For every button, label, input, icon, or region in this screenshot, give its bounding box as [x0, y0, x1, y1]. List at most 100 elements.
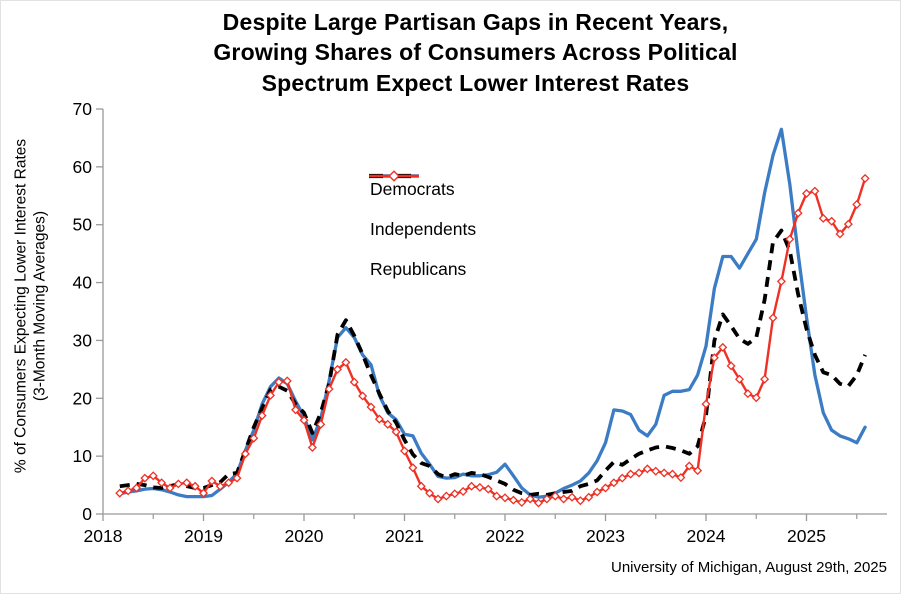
republicans-marker-icon — [182, 478, 192, 488]
republicans-marker-icon — [492, 491, 502, 501]
title-line-1: Despite Large Partisan Gaps in Recent Ye… — [222, 9, 729, 35]
republicans-marker-icon — [609, 478, 619, 488]
republicans-marker-icon — [291, 405, 301, 415]
republicans-marker-icon — [332, 364, 343, 374]
republicans-marker-icon — [659, 468, 669, 478]
y-tick-label: 60 — [73, 157, 93, 177]
source-credit: University of Michigan, August 29th, 202… — [611, 559, 887, 576]
republicans-marker-icon — [785, 234, 795, 244]
republicans-marker-icon — [190, 481, 200, 491]
x-tick-label: 2019 — [184, 526, 223, 546]
republicans-marker-icon — [709, 353, 719, 363]
republicans-marker-icon — [307, 442, 317, 452]
republicans-marker-icon — [734, 374, 745, 384]
x-tick-label: 2024 — [687, 526, 726, 546]
republicans-marker-icon — [299, 415, 309, 425]
republicans-marker-icon — [651, 466, 661, 476]
title-line-3: Spectrum Expect Lower Interest Rates — [261, 69, 690, 96]
x-tick-label: 2018 — [84, 526, 123, 546]
republicans-marker-icon — [776, 276, 786, 286]
republicans-marker-icon — [215, 481, 225, 491]
series-democrats — [118, 127, 867, 499]
republicans-marker-icon — [483, 484, 493, 494]
legend: Democrats Independents Republicans — [367, 169, 476, 289]
y-tick-label: 50 — [73, 215, 93, 235]
republicans-marker-icon — [852, 199, 862, 209]
republicans-marker-icon — [324, 384, 334, 394]
republicans-marker-icon — [123, 486, 133, 496]
republicans-marker-icon — [634, 468, 644, 478]
x-tick-label: 2020 — [285, 526, 324, 546]
republicans-marker-icon — [441, 491, 451, 501]
republicans-marker-icon — [349, 377, 359, 387]
republicans-marker-icon — [676, 473, 686, 483]
republicans-marker-icon — [517, 497, 527, 507]
republicans-marker-icon — [165, 483, 175, 493]
legend-item-independents: Independents — [367, 173, 477, 249]
republicans-marker-icon — [341, 357, 351, 367]
republicans-marker-icon — [843, 219, 853, 229]
republicans-marker-icon — [617, 473, 627, 483]
republicans-marker-icon — [508, 495, 518, 505]
republicans-marker-icon — [383, 419, 393, 429]
republicans-marker-icon — [282, 376, 292, 386]
republicans-marker-icon — [265, 390, 276, 400]
republicans-marker-icon — [157, 478, 167, 488]
republicans-marker-icon — [399, 446, 410, 456]
republicans-marker-icon — [768, 313, 778, 323]
republicans-marker-icon — [793, 208, 803, 218]
republicans-marker-icon — [475, 482, 485, 492]
y-tick-label: 40 — [73, 273, 93, 293]
republicans-marker-icon — [240, 449, 250, 459]
republicans-marker-icon — [592, 487, 602, 497]
republicans-marker-icon — [801, 188, 812, 198]
legend-swatch-republicans-icon — [369, 170, 419, 182]
republicans-marker-icon — [140, 473, 150, 483]
republicans-marker-icon — [207, 476, 217, 486]
republicans-marker-icon — [148, 471, 158, 481]
republicans-markers — [115, 173, 870, 508]
y-tick-label: 30 — [73, 330, 93, 350]
x-tick-label: 2021 — [385, 526, 424, 546]
republicans-marker-icon — [115, 488, 125, 498]
republicans-marker-icon — [584, 492, 594, 502]
republicans-marker-icon — [425, 488, 435, 498]
y-tick-label: 70 — [73, 99, 93, 119]
republicans-marker-icon — [684, 461, 694, 471]
republicans-marker-icon — [559, 494, 569, 504]
republicans-marker-icon — [316, 419, 326, 429]
republicans-marker-icon — [525, 494, 535, 504]
republicans-marker-icon — [257, 411, 267, 421]
republicans-marker-icon — [131, 483, 142, 493]
republicans-marker-icon — [600, 483, 611, 493]
republicans-marker-icon — [466, 481, 477, 491]
republicans-marker-icon — [860, 173, 870, 183]
republicans-marker-icon — [642, 464, 652, 474]
republicans-marker-icon — [575, 496, 585, 506]
republicans-marker-icon — [567, 492, 577, 502]
republicans-marker-icon — [232, 473, 242, 483]
republicans-marker-icon — [701, 399, 711, 409]
republicans-marker-icon — [751, 393, 761, 403]
republicans-marker-icon — [626, 469, 636, 479]
republicans-marker-icon — [408, 463, 418, 473]
legend-label-independents: Independents — [370, 218, 477, 239]
republicans-marker-icon — [827, 216, 837, 226]
series-republicans — [118, 177, 867, 505]
series-independents — [119, 228, 867, 497]
republicans-marker-icon — [743, 389, 753, 399]
chart-title: Despite Large Partisan Gaps in Recent Ye… — [56, 7, 895, 98]
republicans-marker-icon — [358, 391, 368, 401]
legend-label-democrats: Democrats — [370, 178, 455, 199]
x-tick-label: 2025 — [787, 526, 826, 546]
republicans-marker-icon — [726, 361, 736, 371]
title-line-2: Growing Shares of Consumers Across Polit… — [213, 39, 738, 66]
republicans-marker-icon — [760, 374, 770, 384]
republicans-marker-icon — [533, 498, 544, 508]
x-tick-label: 2022 — [486, 526, 525, 546]
republicans-marker-icon — [274, 377, 284, 387]
republicans-marker-icon — [433, 494, 443, 504]
y-tick-label: 10 — [73, 446, 93, 466]
